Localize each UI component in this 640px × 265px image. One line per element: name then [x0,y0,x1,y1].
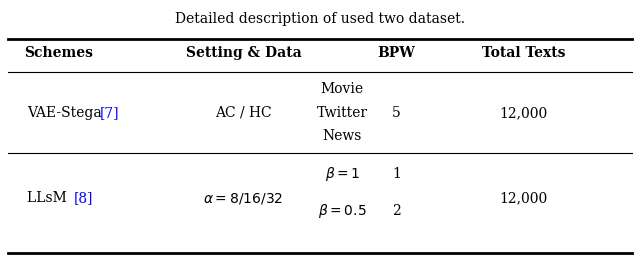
Text: VAE-Stega: VAE-Stega [27,106,106,120]
Text: Total Texts: Total Texts [482,46,566,60]
Text: 12,000: 12,000 [500,191,548,205]
Text: Twitter: Twitter [317,106,368,120]
Text: $\alpha = 8/16/32$: $\alpha = 8/16/32$ [204,191,284,206]
Text: Schemes: Schemes [24,46,93,60]
Text: 12,000: 12,000 [500,106,548,120]
Text: 1: 1 [392,167,401,182]
Text: Detailed description of used two dataset.: Detailed description of used two dataset… [175,12,465,26]
Text: AC / HC: AC / HC [215,106,272,120]
Text: LLsM: LLsM [27,191,71,205]
Text: BPW: BPW [378,46,415,60]
Text: 5: 5 [392,106,401,120]
Text: [7]: [7] [100,106,120,120]
Text: [8]: [8] [74,191,93,205]
Text: Setting & Data: Setting & Data [186,46,301,60]
Text: $\beta = 0.5$: $\beta = 0.5$ [318,202,367,220]
Text: $\beta = 1$: $\beta = 1$ [324,165,360,183]
Text: 2: 2 [392,204,401,218]
Text: Movie: Movie [321,82,364,96]
Text: News: News [323,129,362,143]
